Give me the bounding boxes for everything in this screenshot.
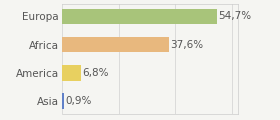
Text: 54,7%: 54,7% <box>219 11 252 21</box>
Bar <box>62 9 217 24</box>
Bar <box>62 93 64 109</box>
Text: 6,8%: 6,8% <box>82 68 109 78</box>
Bar <box>62 37 169 52</box>
Text: 0,9%: 0,9% <box>66 96 92 106</box>
Text: 37,6%: 37,6% <box>170 40 203 50</box>
Bar <box>62 65 81 81</box>
